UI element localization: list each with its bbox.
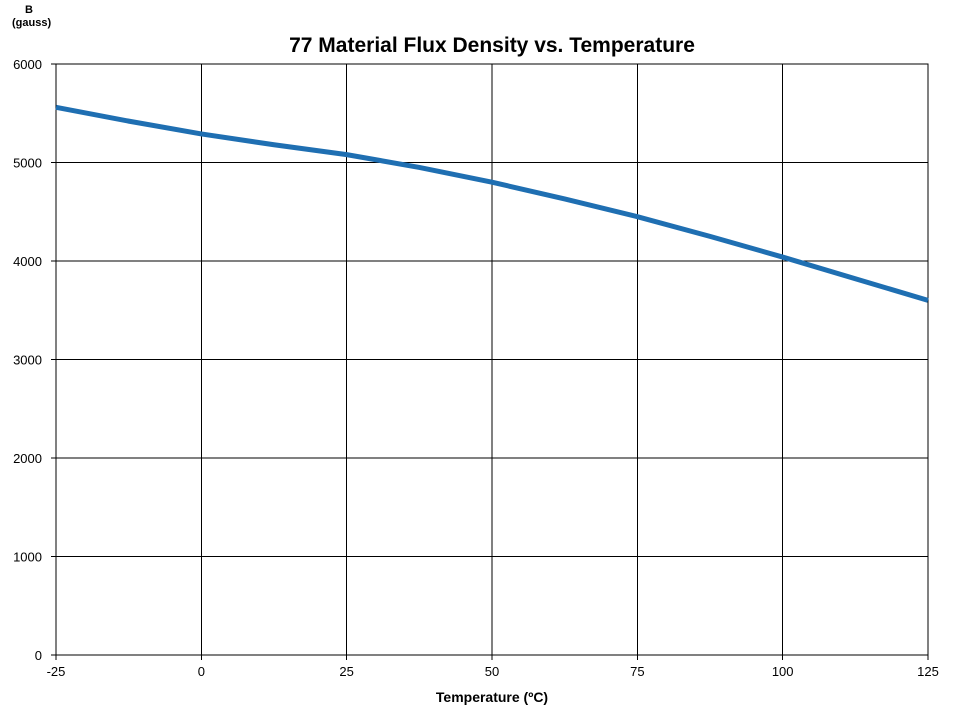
x-tick-label: 125 (917, 664, 939, 679)
y-tick-label: 5000 (13, 156, 42, 171)
x-tick-label: 25 (339, 664, 353, 679)
x-tick-label: 75 (630, 664, 644, 679)
y-axis-label-symbol: B (25, 4, 33, 16)
y-tick-label: 2000 (13, 451, 42, 466)
series-line (55, 104, 929, 303)
y-tick-label: 4000 (13, 254, 42, 269)
y-tick-label: 6000 (13, 57, 42, 72)
y-axis-label-unit: (gauss) (12, 17, 52, 29)
x-tick-label: 0 (198, 664, 205, 679)
y-tick-label: 1000 (13, 550, 42, 565)
y-axis-label: B (gauss) (12, 4, 52, 30)
chart-title: 77 Material Flux Density vs. Temperature (289, 34, 695, 57)
x-tick-label: -25 (47, 664, 66, 679)
plot-frame (55, 63, 929, 656)
y-tick-label: 0 (35, 648, 42, 663)
x-axis-label: Temperature (ºC) (435, 689, 549, 705)
y-tick-label: 3000 (13, 353, 42, 368)
x-tick-label: 50 (485, 664, 499, 679)
x-tick-label: 100 (772, 664, 794, 679)
